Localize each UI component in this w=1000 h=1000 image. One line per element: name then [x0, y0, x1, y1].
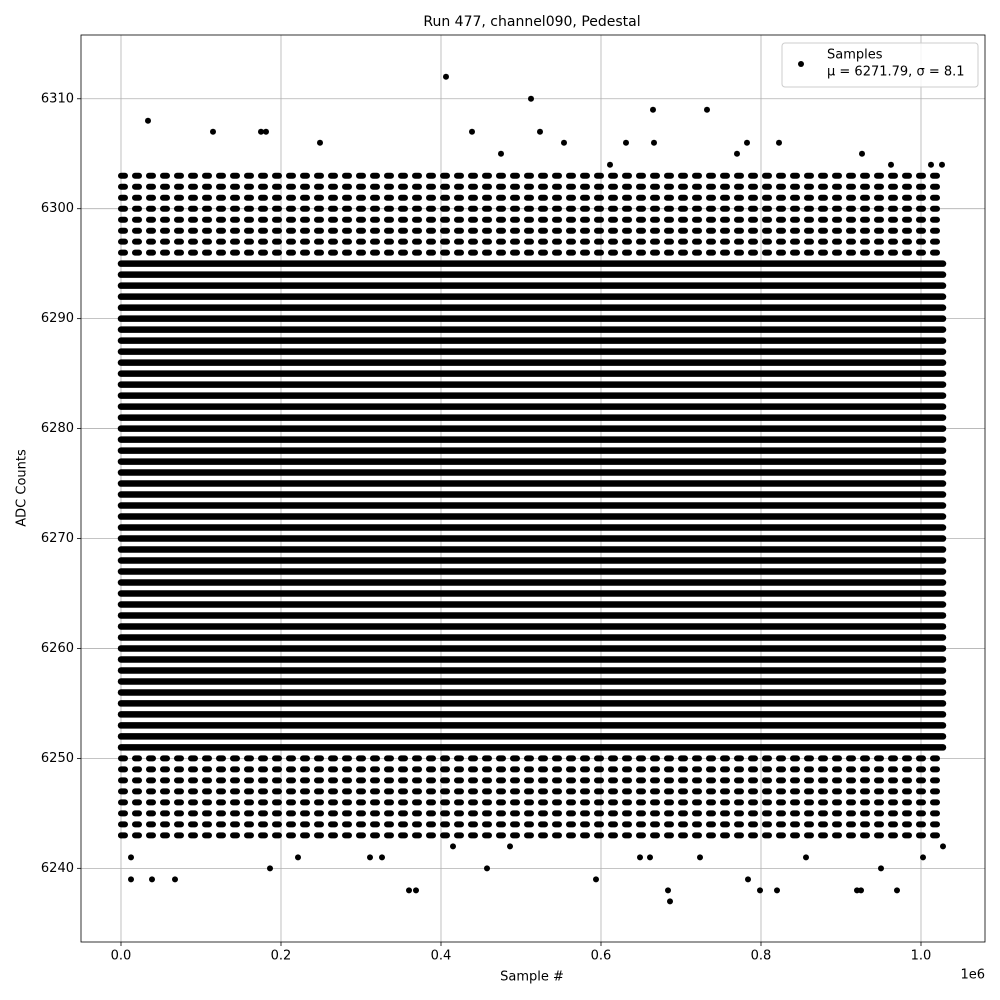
point	[210, 128, 216, 135]
point	[744, 139, 750, 146]
point	[607, 161, 613, 168]
point	[928, 161, 934, 168]
point	[443, 73, 449, 80]
point	[507, 843, 513, 850]
point	[745, 876, 751, 883]
point	[118, 832, 124, 839]
y-tick-label: 6260	[41, 641, 74, 656]
legend-note: μ = 6271.79, σ = 8.1	[827, 65, 965, 80]
plot-frame	[80, 34, 986, 943]
x-offset-label: 1e6	[960, 968, 985, 983]
point	[665, 887, 671, 894]
point	[450, 843, 456, 850]
point	[878, 865, 884, 872]
point	[367, 854, 373, 861]
point	[537, 128, 543, 135]
y-tick-label: 6250	[41, 751, 74, 766]
point	[637, 854, 643, 861]
point	[940, 843, 946, 850]
point	[888, 161, 894, 168]
x-tick-label: 1.0	[911, 949, 932, 964]
y-tick-label: 6270	[41, 531, 74, 546]
point	[734, 150, 740, 157]
point	[128, 876, 134, 883]
x-tick-label: 0.4	[431, 949, 452, 964]
legend-marker	[798, 61, 804, 67]
legend: Samples μ = 6271.79, σ = 8.1	[781, 42, 979, 88]
point	[413, 887, 419, 894]
point	[379, 854, 385, 861]
plot-data	[117, 73, 947, 905]
point	[704, 106, 710, 113]
point	[854, 887, 860, 894]
point	[939, 161, 945, 168]
point	[894, 887, 900, 894]
point	[697, 854, 703, 861]
y-tick-label: 6300	[41, 201, 74, 216]
x-tick-label: 0.0	[111, 949, 132, 964]
point	[128, 854, 134, 861]
point	[651, 139, 657, 146]
point	[757, 887, 763, 894]
x-tick-label: 0.6	[591, 949, 612, 964]
point	[172, 876, 178, 883]
legend-label: Samples	[827, 48, 883, 63]
point	[920, 854, 926, 861]
point	[295, 854, 301, 861]
chart-title: Run 477, channel090, Pedestal	[423, 14, 640, 30]
point	[145, 117, 151, 124]
x-tick-label: 0.8	[751, 949, 772, 964]
y-tick-label: 6240	[41, 861, 74, 876]
point	[267, 865, 273, 872]
point	[498, 150, 504, 157]
point	[774, 887, 780, 894]
x-axis-label: Sample #	[500, 970, 564, 985]
point	[528, 95, 534, 102]
y-tick-label: 6280	[41, 421, 74, 436]
legend-box	[781, 42, 979, 88]
point	[859, 150, 865, 157]
point	[650, 106, 656, 113]
point	[561, 139, 567, 146]
point	[263, 128, 269, 135]
point	[803, 854, 809, 861]
point	[776, 139, 782, 146]
y-tick-label: 6290	[41, 311, 74, 326]
y-axis-label: ADC Counts	[15, 449, 30, 527]
point	[406, 887, 412, 894]
point	[469, 128, 475, 135]
point	[667, 898, 673, 905]
y-tick-label: 6310	[41, 91, 74, 106]
x-tick-label: 0.2	[271, 949, 292, 964]
point	[484, 865, 490, 872]
point	[258, 128, 264, 135]
point	[647, 854, 653, 861]
point	[623, 139, 629, 146]
point	[593, 876, 599, 883]
point	[317, 139, 323, 146]
point	[149, 876, 155, 883]
